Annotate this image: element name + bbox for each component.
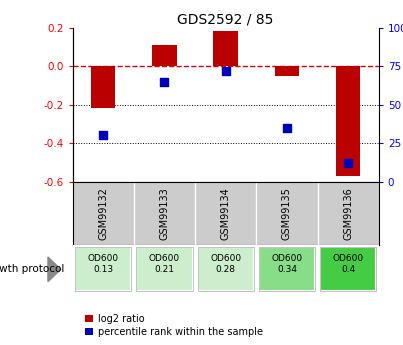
Text: OD600
0.34: OD600 0.34 bbox=[271, 254, 303, 274]
Bar bbox=[136, 247, 193, 291]
Point bbox=[345, 160, 351, 166]
Text: growth protocol: growth protocol bbox=[0, 264, 64, 274]
Point bbox=[284, 125, 290, 130]
Text: GSM99136: GSM99136 bbox=[343, 187, 353, 240]
Title: GDS2592 / 85: GDS2592 / 85 bbox=[177, 12, 274, 27]
Text: OD600
0.28: OD600 0.28 bbox=[210, 254, 241, 274]
Bar bbox=[336, 66, 360, 176]
Point bbox=[100, 133, 106, 138]
Bar bbox=[197, 247, 254, 291]
Text: GSM99133: GSM99133 bbox=[160, 187, 169, 240]
Point bbox=[222, 68, 229, 73]
Bar bbox=[259, 247, 315, 291]
Legend: log2 ratio, percentile rank within the sample: log2 ratio, percentile rank within the s… bbox=[85, 314, 263, 337]
Bar bbox=[136, 247, 193, 291]
Text: OD600
0.4: OD600 0.4 bbox=[332, 254, 364, 274]
Bar bbox=[320, 247, 376, 291]
Bar bbox=[75, 247, 131, 291]
Bar bbox=[275, 66, 299, 76]
Bar bbox=[214, 31, 238, 66]
Polygon shape bbox=[48, 257, 61, 282]
Bar bbox=[75, 247, 131, 291]
Point bbox=[161, 79, 168, 84]
Bar bbox=[320, 247, 376, 291]
Text: GSM99134: GSM99134 bbox=[221, 187, 231, 240]
Text: GSM99132: GSM99132 bbox=[98, 187, 108, 240]
Bar bbox=[91, 66, 115, 108]
Text: OD600
0.21: OD600 0.21 bbox=[149, 254, 180, 274]
Bar bbox=[259, 247, 315, 291]
Bar bbox=[197, 247, 254, 291]
Bar bbox=[152, 45, 177, 66]
Text: GSM99135: GSM99135 bbox=[282, 187, 292, 240]
Text: OD600
0.13: OD600 0.13 bbox=[87, 254, 119, 274]
